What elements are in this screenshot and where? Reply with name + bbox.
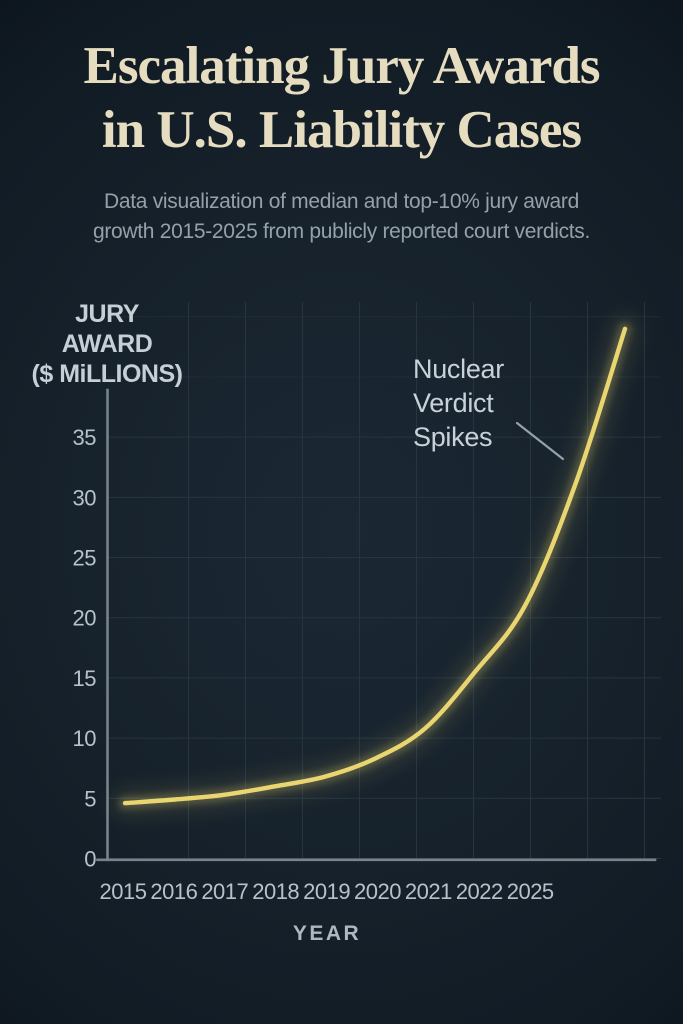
annotation-pointer-line [515, 421, 565, 461]
y-axis-title: JURY AWARD ($ MiLLIONS) [31, 300, 183, 388]
award-curve-glow [118, 322, 632, 810]
award-curve-group [110, 313, 640, 819]
x-tick-label: 2019 [303, 879, 350, 904]
y-tick-label: 10 [73, 726, 97, 751]
x-tick-label: 2021 [405, 879, 452, 904]
x-tick-label: 2020 [354, 879, 401, 904]
x-tick-label: 2022 [456, 879, 503, 904]
chart-axes [96, 388, 657, 862]
x-tick-label: 2016 [150, 879, 197, 904]
page-subtitle: Data visualization of median and top-10%… [92, 190, 591, 243]
nuclear-verdict-annotation: Nuclear Verdict Spikes [413, 354, 504, 452]
x-tick-label: 2017 [201, 879, 248, 904]
y-tick-label: 15 [73, 666, 97, 691]
award-curve [122, 326, 628, 806]
page-title: Escalating Jury Awards in U.S. Liability… [83, 37, 601, 159]
x-axis-title: YEAR [292, 922, 362, 945]
y-tick-label: 20 [73, 606, 97, 631]
y-tick-label: 0 [84, 847, 96, 872]
y-tick-label: 25 [73, 546, 97, 571]
y-tick-label: 35 [73, 425, 97, 450]
x-tick-label: 2025 [507, 879, 554, 904]
x-tick-label: 2018 [252, 879, 299, 904]
x-tick-label: 2015 [100, 879, 147, 904]
y-tick-label: 30 [73, 485, 97, 510]
y-tick-label: 5 [84, 786, 96, 811]
